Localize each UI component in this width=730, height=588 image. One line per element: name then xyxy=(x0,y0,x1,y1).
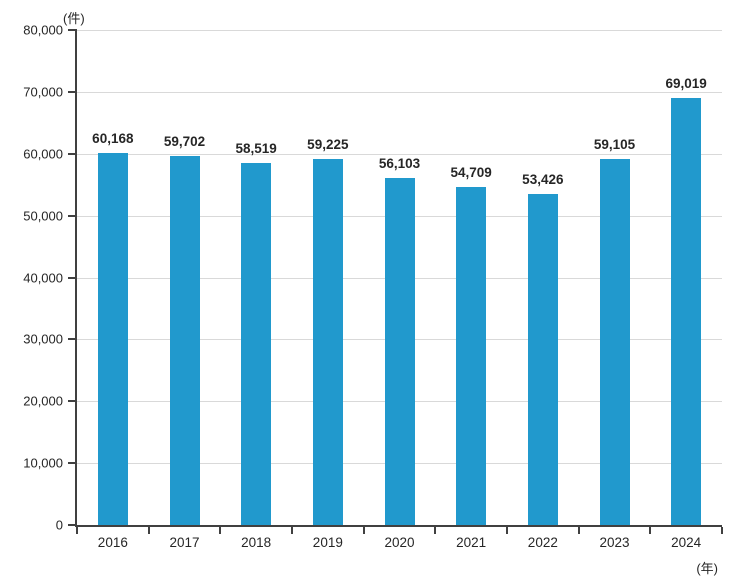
y-axis-tick-label: 20,000 xyxy=(23,393,63,409)
bar xyxy=(599,159,630,525)
x-axis-tick xyxy=(577,527,580,534)
x-axis-category-label: 2022 xyxy=(527,535,558,550)
y-axis-tick xyxy=(68,400,77,403)
bar-value-label: 59,105 xyxy=(593,137,636,153)
y-axis-tick-label: 10,000 xyxy=(23,455,63,471)
gridline xyxy=(77,30,722,31)
y-axis-tick xyxy=(68,29,77,31)
y-axis-tick-label: 50,000 xyxy=(23,208,63,224)
y-axis-tick xyxy=(68,152,77,155)
y-axis-tick xyxy=(68,90,77,93)
y-axis-tick-label: 70,000 xyxy=(23,84,63,100)
x-axis-category-label: 2019 xyxy=(312,535,343,550)
bar xyxy=(384,177,415,525)
gridline xyxy=(77,91,722,93)
plot-area: 0 10,000 20,000 30,000 40,000 50,000 60,000 70,… xyxy=(23,23,723,550)
y-axis-tick-label: 80,000 xyxy=(23,22,63,38)
x-axis-tick xyxy=(434,527,437,534)
bar-value-label: 56,103 xyxy=(378,155,421,171)
x-axis-tick xyxy=(147,527,150,534)
y-axis-unit-label: (件) xyxy=(63,11,85,26)
y-axis-tick-label: 60,000 xyxy=(23,146,63,162)
x-axis-tick xyxy=(721,527,723,534)
y-axis-tick xyxy=(68,462,77,465)
x-axis-category-label: 2020 xyxy=(384,535,415,550)
bar-value-label: 59,225 xyxy=(307,136,349,152)
bar-value-label: 53,426 xyxy=(522,172,564,188)
bar xyxy=(241,162,272,525)
bar-value-label: 60,168 xyxy=(92,130,134,146)
x-axis-category-label: 2018 xyxy=(241,535,272,550)
x-axis-category-label: 2021 xyxy=(456,535,487,550)
x-axis-category-label: 2023 xyxy=(599,535,630,550)
y-axis-tick-label: 0 xyxy=(55,517,63,533)
bar-value-label: 59,702 xyxy=(163,133,206,149)
x-axis-tick xyxy=(76,527,78,534)
y-axis-tick xyxy=(68,338,77,341)
bar-value-label: 54,709 xyxy=(450,164,492,180)
gridline xyxy=(77,153,722,155)
x-axis-tick xyxy=(649,527,652,534)
x-axis-tick xyxy=(291,527,293,534)
bar-value-label: 58,519 xyxy=(235,140,277,156)
bar xyxy=(671,97,702,525)
x-axis-category-label: 2024 xyxy=(671,535,702,550)
y-axis-tick-label: 40,000 xyxy=(23,270,63,285)
x-axis-tick xyxy=(362,527,365,534)
x-axis-category-label: 2016 xyxy=(97,535,128,550)
bar xyxy=(312,158,343,525)
x-axis-tick xyxy=(219,527,222,534)
bar xyxy=(456,186,487,525)
y-axis-tick xyxy=(68,214,77,217)
x-axis-unit-label: (年) xyxy=(696,561,718,576)
bar xyxy=(527,194,558,525)
y-axis-tick xyxy=(68,276,77,279)
x-axis-category-label: 2017 xyxy=(169,535,200,550)
y-axis-tick xyxy=(68,524,77,526)
bar xyxy=(169,155,200,525)
y-axis-tick-label: 30,000 xyxy=(23,331,63,347)
bar xyxy=(97,152,128,525)
x-axis-tick xyxy=(506,527,508,534)
bar-value-label: 69,019 xyxy=(665,75,707,91)
